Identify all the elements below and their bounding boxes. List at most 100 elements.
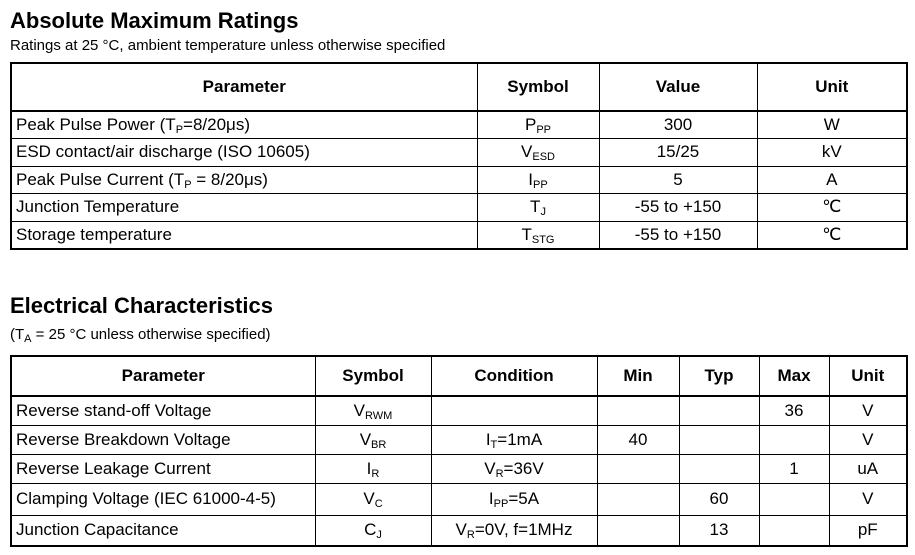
param-text: ESD contact/air discharge (ISO 10605) — [16, 142, 310, 162]
symbol-cell: TSTG — [476, 220, 600, 249]
electrical-characteristics-subtitle: (TA = 25 °C unless otherwise specified) — [10, 326, 271, 345]
electrical-characteristics-body: Reverse stand-off Voltage VRWM 36 V Reverse … — [10, 395, 908, 547]
condition-cell: IT=1mA — [430, 424, 598, 455]
header-max: Max — [758, 355, 830, 397]
param-subscript: P — [175, 124, 184, 136]
table-row: Clamping Voltage (IEC 61000-4-5) VC IPP=5A… — [10, 482, 908, 516]
symbol-subscript: R — [371, 467, 380, 480]
value-cell: 5 — [598, 165, 758, 194]
header-unit: Unit — [828, 355, 908, 397]
unit-cell: pF — [828, 514, 908, 547]
absolute-ratings-subtitle: Ratings at 25 °C, ambient temperature un… — [10, 37, 446, 54]
table-row: Reverse Leakage Current IR VR=36V 1 uA — [10, 453, 908, 484]
max-cell — [758, 482, 830, 516]
condition-text: I — [488, 489, 494, 508]
header-condition: Condition — [430, 355, 598, 397]
condition-subscript: PP — [493, 498, 509, 510]
table-header-row: Parameter Symbol Value Unit — [10, 62, 908, 112]
symbol-subscript: ESD — [532, 151, 555, 164]
symbol-cell: TJ — [476, 193, 600, 222]
symbol-cell: VBR — [314, 424, 432, 455]
unit-cell: V — [828, 395, 908, 426]
param-cell: Reverse Breakdown Voltage — [10, 424, 316, 455]
symbol-cell: PPP — [476, 110, 600, 139]
header-symbol: Symbol — [314, 355, 432, 397]
typ-cell: 60 — [678, 482, 760, 516]
condition-text-post: =5A — [508, 489, 540, 508]
table-row: Reverse Breakdown Voltage VBR IT=1mA 40 V — [10, 424, 908, 455]
symbol-subscript: RWM — [365, 409, 393, 422]
max-cell — [758, 514, 830, 547]
symbol-text: V — [363, 489, 375, 508]
param-text-post: =8/20μs) — [183, 115, 251, 134]
table-row: Storage temperature TSTG -55 to +150 ℃ — [10, 220, 908, 249]
subtitle-sub: A — [24, 333, 32, 345]
symbol-text: I — [366, 458, 372, 478]
symbol-text: V — [353, 400, 366, 420]
symbol-text: V — [521, 142, 533, 162]
unit-cell: kV — [756, 138, 908, 167]
param-text: Storage temperature — [16, 224, 172, 244]
symbol-subscript: PP — [536, 124, 552, 136]
unit-cell: A — [756, 165, 908, 194]
symbol-subscript: J — [376, 529, 382, 542]
param-cell: Storage temperature — [10, 220, 478, 249]
symbol-cell: VESD — [476, 138, 600, 167]
value-cell: 300 — [598, 110, 758, 139]
table-row: Reverse stand-off Voltage VRWM 36 V — [10, 395, 908, 426]
min-cell — [596, 395, 680, 426]
min-cell: 40 — [596, 424, 680, 455]
subtitle-post: = 25 °C unless otherwise specified) — [31, 326, 271, 343]
absolute-ratings-table: Parameter Symbol Value Unit Peak Pulse P… — [10, 62, 908, 250]
table-row: ESD contact/air discharge (ISO 10605) VES… — [10, 138, 908, 167]
unit-cell: W — [756, 110, 908, 139]
symbol-text: P — [524, 115, 537, 134]
param-cell: Peak Pulse Power (TP=8/20μs) — [10, 110, 478, 139]
condition-subscript: R — [466, 529, 475, 542]
param-text: Peak Pulse Current (T — [16, 169, 185, 189]
table-row: Junction Temperature TJ -55 to +150 ℃ — [10, 193, 908, 222]
symbol-text: C — [364, 520, 377, 540]
condition-text-post: =36V — [503, 458, 544, 478]
symbol-cell: VC — [314, 482, 432, 516]
table-header-row: Parameter Symbol Condition Min Typ Max U… — [10, 355, 908, 397]
symbol-cell: IR — [314, 453, 432, 484]
symbol-subscript: C — [374, 498, 383, 510]
absolute-ratings-body: Peak Pulse Power (TP=8/20μs) PPP 300 W ESD c… — [10, 110, 908, 249]
electrical-characteristics-title: Electrical Characteristics — [10, 293, 273, 318]
header-symbol: Symbol — [476, 62, 600, 112]
condition-text: V — [484, 458, 496, 478]
unit-cell: uA — [828, 453, 908, 484]
param-cell: ESD contact/air discharge (ISO 10605) — [10, 138, 478, 167]
header-value: Value — [598, 62, 758, 112]
param-text: Junction Temperature — [16, 197, 180, 217]
param-cell: Reverse stand-off Voltage — [10, 395, 316, 426]
param-subscript: P — [184, 178, 192, 191]
param-text: Peak Pulse Power (T — [16, 115, 176, 134]
symbol-subscript: J — [540, 206, 546, 219]
condition-text: I — [485, 429, 491, 449]
condition-cell: IPP=5A — [430, 482, 598, 516]
typ-cell — [678, 453, 760, 484]
symbol-text: T — [521, 224, 532, 244]
subtitle-pre: (T — [10, 326, 25, 343]
symbol-text: T — [530, 197, 541, 217]
electrical-characteristics-table: Parameter Symbol Condition Min Typ Max U… — [10, 355, 908, 547]
absolute-ratings-title: Absolute Maximum Ratings — [10, 8, 299, 33]
header-min: Min — [596, 355, 680, 397]
table-row: Junction Capacitance CJ VR=0V, f=1MHz 13 pF — [10, 514, 908, 547]
symbol-cell: IPP — [476, 165, 600, 194]
condition-cell: VR=0V, f=1MHz — [430, 514, 598, 547]
symbol-cell: VRWM — [314, 395, 432, 426]
condition-text-post: =1mA — [497, 429, 543, 449]
param-cell: Peak Pulse Current (TP = 8/20μs) — [10, 165, 478, 194]
value-cell: -55 to +150 — [598, 220, 758, 249]
unit-cell: V — [828, 424, 908, 455]
header-unit: Unit — [756, 62, 908, 112]
table-row: Peak Pulse Current (TP = 8/20μs) IPP 5 A — [10, 165, 908, 194]
max-cell: 1 — [758, 453, 830, 484]
symbol-cell: CJ — [314, 514, 432, 547]
min-cell — [596, 482, 680, 516]
condition-text: V — [455, 520, 467, 540]
param-text-post: = 8/20μs) — [191, 169, 268, 189]
